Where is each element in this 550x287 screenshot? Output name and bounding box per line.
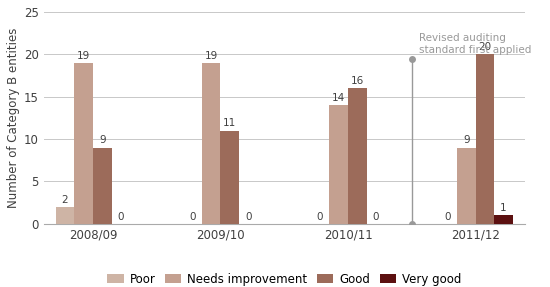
Text: 20: 20 <box>478 42 492 52</box>
Text: 14: 14 <box>332 93 345 103</box>
Text: 11: 11 <box>223 119 236 129</box>
Text: 0: 0 <box>189 212 196 222</box>
Text: 19: 19 <box>77 51 90 61</box>
Bar <box>329 105 348 224</box>
Text: 9: 9 <box>99 135 106 146</box>
Text: 0: 0 <box>317 212 323 222</box>
Text: 0: 0 <box>118 212 124 222</box>
Text: 0: 0 <box>444 212 451 222</box>
Text: 19: 19 <box>205 51 218 61</box>
Bar <box>74 63 93 224</box>
Bar <box>457 148 476 224</box>
Text: 1: 1 <box>500 203 507 213</box>
Text: 16: 16 <box>351 76 364 86</box>
Bar <box>202 63 221 224</box>
Bar <box>494 215 513 224</box>
Text: 0: 0 <box>373 212 380 222</box>
Text: 2: 2 <box>62 195 68 205</box>
Bar <box>56 207 74 224</box>
Bar <box>476 54 494 224</box>
Text: 0: 0 <box>245 212 252 222</box>
Bar <box>93 148 112 224</box>
Text: Revised auditing
standard first applied: Revised auditing standard first applied <box>419 33 531 55</box>
Legend: Poor, Needs improvement, Good, Very good: Poor, Needs improvement, Good, Very good <box>102 268 466 287</box>
Bar <box>221 131 239 224</box>
Text: 9: 9 <box>463 135 470 146</box>
Y-axis label: Number of Category B entities: Number of Category B entities <box>7 28 20 208</box>
Bar <box>348 88 367 224</box>
